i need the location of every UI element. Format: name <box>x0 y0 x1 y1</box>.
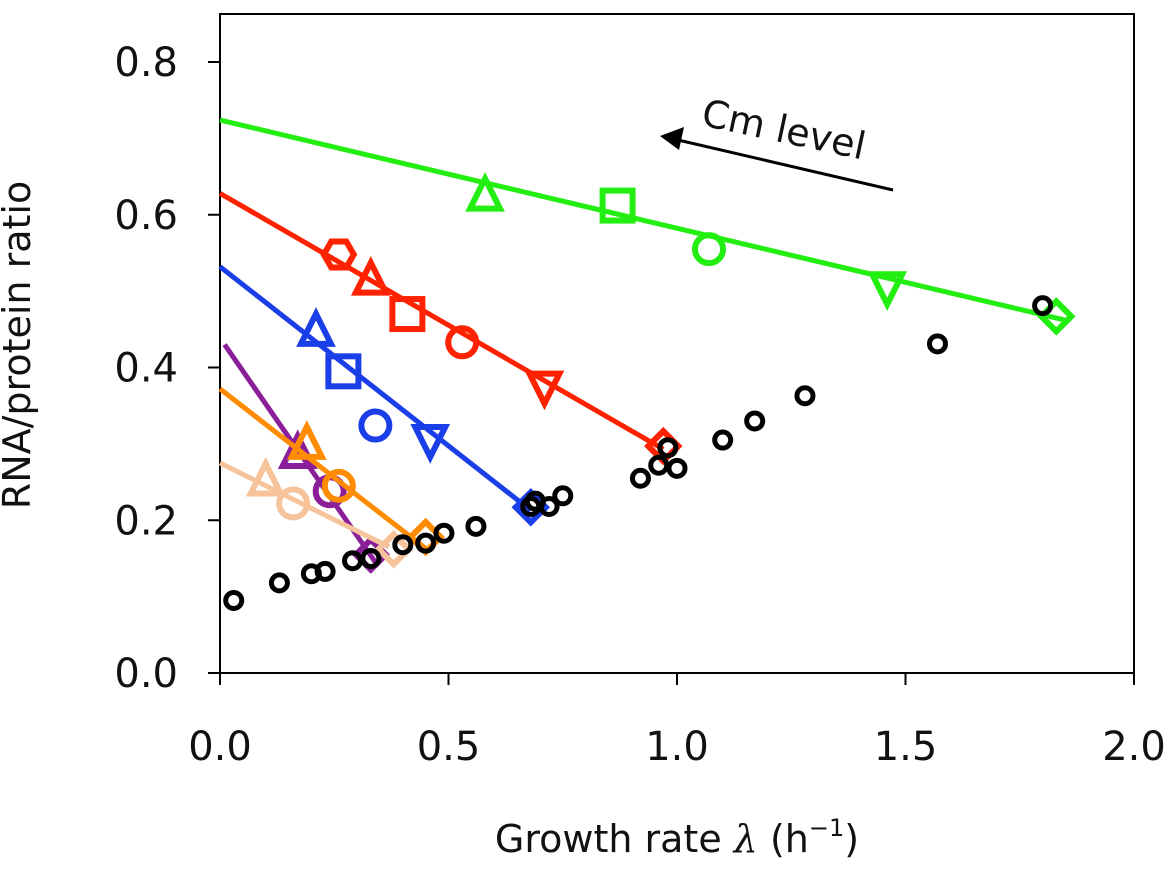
x-tick-label: 0.0 <box>188 724 252 770</box>
series-6 <box>218 456 413 569</box>
y-tick-label: 0.8 <box>114 40 178 86</box>
cm-level-arrow <box>677 138 894 192</box>
reference-point <box>712 429 734 451</box>
reference-point <box>926 333 948 355</box>
reference-point <box>538 496 560 518</box>
cm-level-label: Cm level <box>698 91 870 169</box>
x-tick-label: 0.5 <box>417 724 481 770</box>
reference-point <box>314 560 336 582</box>
fit-line <box>219 117 1067 323</box>
reference-point <box>342 550 364 572</box>
data-point <box>296 307 336 347</box>
y-tick-label: 0.4 <box>114 346 178 392</box>
reference-point <box>415 532 437 554</box>
reference-point <box>794 385 816 407</box>
reference-point <box>1032 295 1054 317</box>
y-tick-label: 0.0 <box>114 651 178 697</box>
data-point <box>691 232 726 267</box>
x-axis-title-unit-open: (h <box>758 817 809 861</box>
x-tick-label: 2.0 <box>1102 724 1166 770</box>
y-tick-label: 0.6 <box>114 193 178 239</box>
reference-point <box>392 534 414 556</box>
cm-level-annotation: Cm level <box>660 91 894 192</box>
x-axis-title-unit-close: ) <box>844 817 859 861</box>
cm-level-arrowhead <box>660 127 684 150</box>
x-axis-title: Growth rate λ (h−1) <box>495 814 859 861</box>
series-3 <box>218 264 551 527</box>
series-2 <box>218 191 683 466</box>
data-point <box>465 171 505 212</box>
x-axis-title-unit-exp: −1 <box>809 814 844 842</box>
reference-point <box>268 572 290 594</box>
data-point <box>320 238 358 271</box>
data-point <box>286 420 327 460</box>
data-point <box>325 353 362 390</box>
reference-point <box>648 454 670 476</box>
data-point <box>276 486 311 521</box>
reference-point <box>433 522 455 544</box>
fit-line <box>218 264 533 513</box>
reference-point <box>552 485 574 507</box>
series-1 <box>219 117 1076 336</box>
x-axis-title-symbol: λ <box>732 817 758 861</box>
data-point <box>599 187 636 224</box>
data-point <box>524 370 565 411</box>
data-point <box>321 468 356 503</box>
reference-point <box>223 589 245 611</box>
fit-line <box>218 191 665 452</box>
reference-point <box>744 410 766 432</box>
plot-frame <box>219 13 1135 674</box>
data-point <box>277 429 318 470</box>
data-point <box>245 456 286 497</box>
x-axis: 0.0 0.5 1.0 1.5 2.0 <box>188 673 1166 770</box>
x-axis-title-prefix: Growth rate <box>495 817 734 861</box>
reference-point <box>657 437 679 459</box>
x-tick-label: 1.5 <box>874 724 938 770</box>
reference-point <box>666 457 688 479</box>
y-axis-title: RNA/protein ratio <box>0 181 39 509</box>
reference-point <box>629 467 651 489</box>
data-point <box>374 530 413 569</box>
reference-point <box>360 547 382 569</box>
data-point <box>410 424 451 464</box>
reference-point <box>465 515 487 537</box>
fit-line <box>218 386 428 551</box>
data-point <box>358 408 393 443</box>
y-tick-label: 0.2 <box>114 498 178 544</box>
y-axis: 0.0 0.2 0.4 0.6 0.8 <box>114 40 220 697</box>
x-tick-label: 1.0 <box>645 724 709 770</box>
data-point <box>350 255 391 296</box>
data-point <box>867 271 908 312</box>
data-point <box>445 325 480 360</box>
data-point <box>389 296 426 333</box>
reference-points <box>223 295 1054 611</box>
